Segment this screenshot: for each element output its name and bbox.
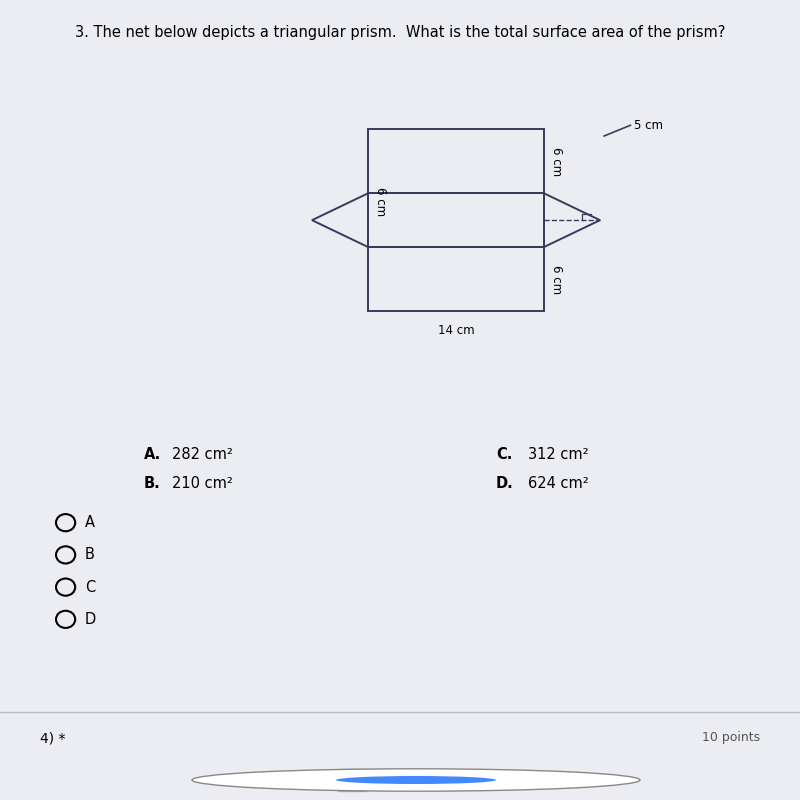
Text: D: D <box>85 612 96 627</box>
Text: A.: A. <box>144 447 162 462</box>
Polygon shape <box>338 769 366 791</box>
Text: 282 cm²: 282 cm² <box>172 447 233 462</box>
Text: 312 cm²: 312 cm² <box>528 447 589 462</box>
Text: 6 cm: 6 cm <box>550 265 563 294</box>
Text: 624 cm²: 624 cm² <box>528 476 589 490</box>
Text: B: B <box>85 547 94 562</box>
Text: C.: C. <box>496 447 512 462</box>
Text: C: C <box>85 580 95 594</box>
Text: D.: D. <box>496 476 514 490</box>
Text: 6 cm: 6 cm <box>374 187 387 217</box>
Text: 210 cm²: 210 cm² <box>172 476 233 490</box>
Text: B.: B. <box>144 476 161 490</box>
Text: A: A <box>85 515 94 530</box>
Text: 3. The net below depicts a triangular prism.  What is the total surface area of : 3. The net below depicts a triangular pr… <box>75 25 725 40</box>
Circle shape <box>192 769 640 791</box>
Text: 10 points: 10 points <box>702 731 760 745</box>
Text: 5 cm: 5 cm <box>634 119 663 132</box>
Circle shape <box>336 776 496 784</box>
Text: 4) *: 4) * <box>40 731 66 745</box>
Text: 14 cm: 14 cm <box>438 324 474 338</box>
Text: 6 cm: 6 cm <box>550 146 563 176</box>
